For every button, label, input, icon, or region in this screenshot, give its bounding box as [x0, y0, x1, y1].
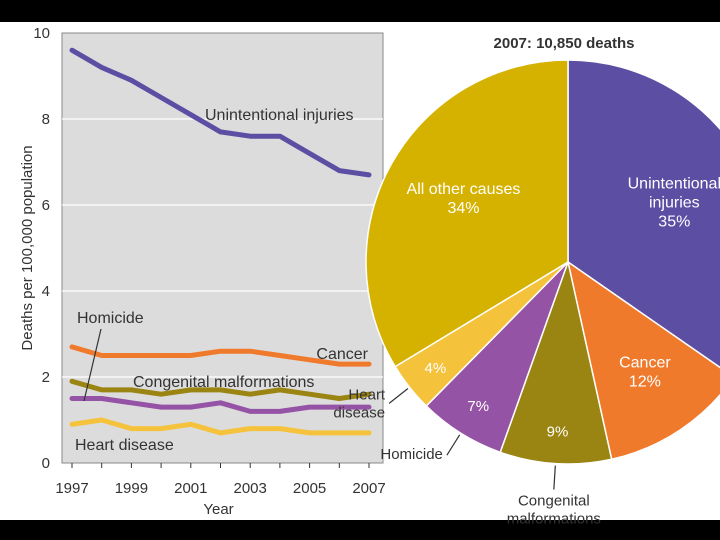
pie-slice-unintentional-injuries — [567, 59, 720, 369]
x-tick-label: 2007 — [352, 480, 385, 497]
pie-label-unintentional-injuries: Unintentional — [628, 175, 720, 192]
x-tick-label: 2003 — [234, 480, 267, 497]
x-axis-label: Year — [203, 501, 233, 518]
series-line-unintentional-injuries — [69, 47, 372, 178]
y-tick-label: 0 — [42, 455, 50, 472]
line-chart: 0 2 4 6 8 10 1997 1999 2001 2003 2005 2007 Deaths … — [19, 25, 386, 518]
series-lines — [69, 47, 372, 436]
y-tick-label: 10 — [33, 25, 50, 42]
series-label-unintentional-injuries: Unintentional injuries — [205, 107, 354, 124]
pie-label-congenital-malformations: malformations — [507, 511, 601, 528]
pie-labels: Unintentional injuries 35% Cancer 12% 9% Conge… — [333, 175, 720, 527]
pie-label-congenital-malformations: Congenital — [518, 493, 590, 510]
series-label-heart-disease: Heart disease — [75, 437, 174, 454]
x-tick-label: 2005 — [293, 480, 326, 497]
pie-percent-congenital-malformations: 9% — [547, 424, 569, 441]
pie-label-cancer: Cancer — [619, 355, 671, 372]
y-tick-label: 4 — [42, 283, 50, 300]
pie-percent-cancer: 12% — [629, 374, 661, 391]
pie-leader-line — [388, 388, 409, 404]
pie-leader-line — [553, 465, 556, 490]
series-line-homicide — [69, 396, 372, 414]
pie-slice-congenital-malformations — [499, 259, 613, 465]
pie-label-heart-disease: disease — [333, 404, 385, 421]
series-label-cancer: Cancer — [316, 346, 368, 363]
x-tick-labels: 1997 1999 2001 2003 2005 2007 — [55, 480, 385, 497]
x-tick-label: 1997 — [55, 480, 88, 497]
pie-percent-all-other-causes: 34% — [447, 200, 479, 217]
pie-percent-heart-disease: 4% — [425, 360, 447, 377]
pie-title: 2007: 10,850 deaths — [494, 35, 635, 52]
series-line-heart-disease — [69, 417, 372, 436]
y-tick-label: 2 — [42, 369, 50, 386]
gridlines — [62, 118, 383, 468]
pie-slices — [365, 59, 720, 465]
pie-label-heart-disease: Heart — [348, 386, 386, 403]
pie-leader-line — [446, 434, 461, 456]
series-label-homicide: Homicide — [77, 310, 144, 327]
pie-label-unintentional-injuries: injuries — [649, 194, 700, 211]
pie-percent-unintentional-injuries: 35% — [658, 213, 690, 230]
series-line-congenital-malformations — [69, 378, 372, 401]
pie-slice-cancer — [566, 260, 720, 461]
series-line-cancer — [69, 344, 372, 367]
x-tick-label: 1999 — [115, 480, 148, 497]
y-tick-label: 6 — [42, 197, 50, 214]
pie-slice-all-other-causes — [365, 59, 569, 368]
homicide-pointer-line — [83, 328, 102, 402]
y-axis-label: Deaths per 100,000 population — [19, 145, 36, 350]
series-label-congenital-malformations: Congenital malformations — [133, 374, 314, 391]
x-tick-label: 2001 — [174, 480, 207, 497]
pie-percent-homicide: 7% — [467, 398, 489, 415]
pie-chart: 2007: 10,850 deaths Unintentional injurie… — [333, 35, 720, 528]
y-tick-labels: 0 2 4 6 8 10 — [33, 25, 50, 472]
pie-label-all-other-causes: All other causes — [407, 181, 521, 198]
y-tick-label: 8 — [42, 111, 50, 128]
pie-label-homicide: Homicide — [380, 446, 443, 463]
